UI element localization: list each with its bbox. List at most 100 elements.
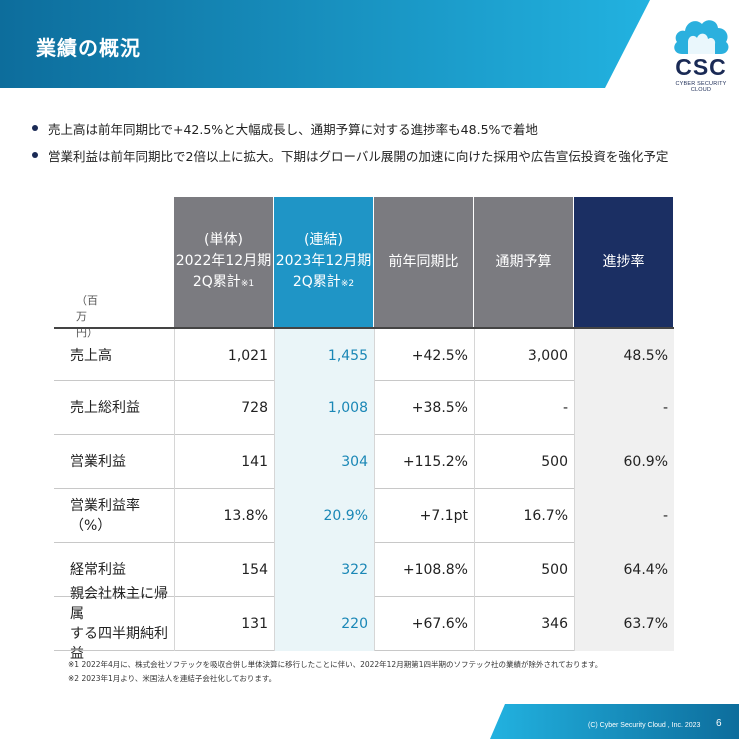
column-divider	[474, 597, 475, 651]
header-note: ※1	[240, 278, 255, 289]
row-label-text: 親会社株主に帰属 する四半期純利益	[70, 584, 174, 664]
column-header-text: 通期予算	[496, 252, 552, 273]
table-cell: 13.8%	[223, 508, 268, 524]
header-line: 2Q累計※1	[176, 272, 271, 295]
table-cell: 63.7%	[574, 597, 674, 651]
table-cell: +42.5%	[411, 348, 468, 364]
column-header-text: 前年同期比	[389, 252, 459, 273]
unit-label: （百万円）	[76, 294, 98, 339]
column-divider	[574, 329, 575, 383]
row-label: 親会社株主に帰属 する四半期純利益	[54, 586, 174, 662]
header-note: ※2	[340, 278, 355, 289]
table-cell: 728	[241, 400, 268, 416]
row-label-text: 売上総利益	[70, 398, 140, 418]
row-label: 売上総利益	[54, 381, 174, 435]
table-row: 売上高 1,021 1,455 +42.5% 3,000 48.5%	[54, 327, 674, 383]
header-line: (単体)	[204, 231, 243, 248]
table-cell: +67.6%	[411, 616, 468, 632]
table-cell: 346	[541, 616, 568, 632]
column-header-text: (連結) 2023年12月期 2Q累計※2	[276, 230, 371, 295]
column-divider	[574, 597, 575, 651]
table-row: 売上総利益 728 1,008 +38.5% - -	[54, 381, 674, 435]
bullet-text: 営業利益は前年同期比で2倍以上に拡大。下期はグローバル展開の加速に向けた採用や広…	[48, 148, 669, 164]
column-divider	[574, 543, 575, 597]
row-label-line: 経常利益	[70, 562, 126, 578]
header-line: 通期予算	[495, 253, 552, 270]
column-divider	[574, 435, 575, 489]
table-cell: 16.7%	[523, 508, 568, 524]
column-divider	[374, 543, 375, 597]
column-header-5: 進捗率	[574, 197, 674, 327]
table-cell: +115.2%	[402, 454, 468, 470]
table-row: 親会社株主に帰属 する四半期純利益 131 220 +67.6% 346 63.7%	[54, 586, 674, 662]
row-label-line: 売上総利益	[70, 400, 140, 416]
row-label-line: 売上高	[70, 348, 112, 364]
bullet-item: 売上高は前年同期比で+42.5%と大幅成長し、通期予算に対する進捗率も48.5%…	[32, 118, 668, 138]
header-period: 2Q累計	[292, 273, 341, 290]
column-divider	[474, 329, 475, 383]
row-label-line: 営業利益	[70, 454, 126, 470]
column-header-2: (連結) 2023年12月期 2Q累計※2	[274, 197, 374, 327]
footer-bar	[0, 700, 739, 739]
column-divider	[374, 489, 375, 543]
row-label-text: 営業利益	[70, 452, 126, 472]
bullet-item: 営業利益は前年同期比で2倍以上に拡大。下期はグローバル展開の加速に向けた採用や広…	[32, 145, 668, 165]
header-line: 前年同期比	[388, 253, 459, 270]
footnote: ※2 2023年1月より、米国法人を連結子会社化しております。	[68, 674, 277, 683]
table-cell: +108.8%	[402, 562, 468, 578]
footnotes: ※1 2022年4月に、株式会社ソフテックを吸収合併し単体決算に移行したことに伴…	[68, 658, 602, 686]
column-divider	[274, 597, 275, 651]
table-row: 経常利益 154 322 +108.8% 500 64.4%	[54, 543, 674, 597]
header-period: 2Q累計	[192, 273, 241, 290]
column-divider	[274, 543, 275, 597]
table-cell: -	[574, 381, 674, 435]
header-line: (連結)	[304, 231, 343, 248]
column-divider	[174, 489, 175, 543]
footnote: ※1 2022年4月に、株式会社ソフテックを吸収合併し単体決算に移行したことに伴…	[68, 660, 603, 669]
table-row: 営業利益 141 304 +115.2% 500 60.9%	[54, 435, 674, 489]
column-header-text: 進捗率	[603, 252, 645, 273]
column-divider	[274, 329, 275, 383]
column-divider	[174, 381, 175, 435]
column-divider	[474, 489, 475, 543]
column-divider	[374, 329, 375, 383]
header-shape	[0, 0, 650, 88]
column-header-4: 通期予算	[474, 197, 574, 327]
bullet-dot-icon	[32, 125, 38, 131]
column-divider	[174, 435, 175, 489]
table-cell: 322	[274, 543, 374, 597]
column-divider	[474, 543, 475, 597]
table-cell: -	[574, 489, 674, 543]
summary-bullets: 売上高は前年同期比で+42.5%と大幅成長し、通期予算に対する進捗率も48.5%…	[32, 118, 668, 172]
copyright: (C) Cyber Security Cloud , Inc. 2023	[588, 722, 701, 729]
column-divider	[174, 597, 175, 651]
footer-shape	[490, 704, 739, 739]
table-cell: 154	[241, 562, 268, 578]
column-divider	[174, 543, 175, 597]
page-number: 6	[716, 718, 722, 729]
row-label: 営業利益	[54, 435, 174, 489]
header-bar: 業績の概況	[0, 0, 739, 95]
row-label: 営業利益率（%）	[54, 489, 174, 543]
cloud-icon	[674, 20, 729, 54]
table-cell: 1,455	[274, 329, 374, 383]
header-line: 進捗率	[602, 253, 645, 270]
column-divider	[174, 329, 175, 383]
table-cell: 304	[274, 435, 374, 489]
bullet-dot-icon	[32, 152, 38, 158]
column-divider	[474, 435, 475, 489]
column-divider	[274, 381, 275, 435]
bullet-text: 売上高は前年同期比で+42.5%と大幅成長し、通期予算に対する進捗率も48.5%…	[48, 121, 538, 137]
table-cell: 48.5%	[574, 329, 674, 383]
column-header-1: (単体) 2022年12月期 2Q累計※1	[174, 197, 274, 327]
row-label-text: 営業利益率（%）	[70, 496, 174, 536]
column-divider	[374, 381, 375, 435]
table-cell: 60.9%	[574, 435, 674, 489]
company-logo: CSC CYBER SECURITY CLOUD	[670, 14, 732, 93]
column-divider	[474, 381, 475, 435]
row-label-line: 営業利益率（%）	[70, 498, 140, 534]
table-cell: 500	[541, 454, 568, 470]
header-line: 2Q累計※2	[276, 272, 371, 295]
row-label-line: する四半期純利益	[70, 626, 168, 662]
table-cell: 500	[541, 562, 568, 578]
